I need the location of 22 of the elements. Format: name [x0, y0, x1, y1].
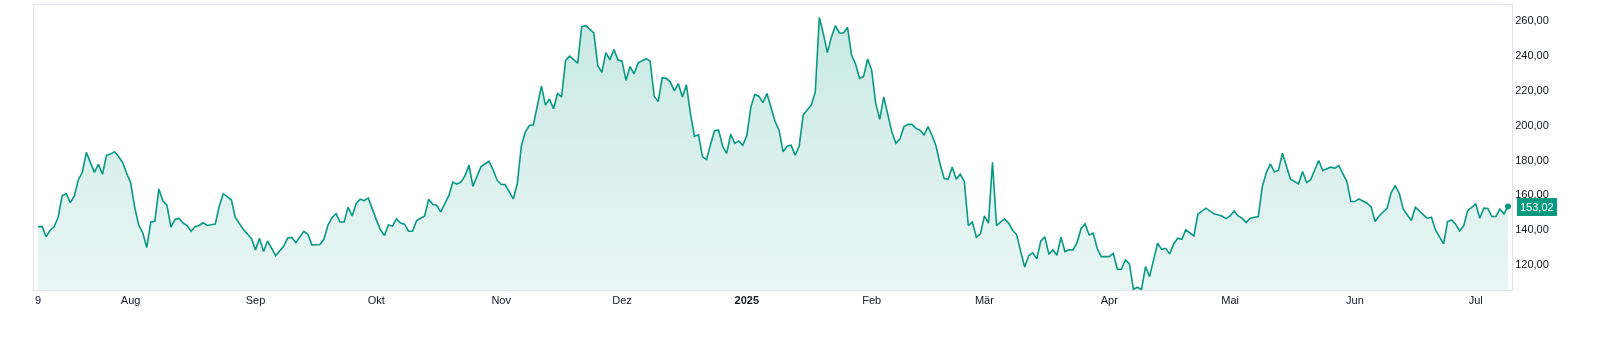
- x-tick-label: Jul: [1468, 294, 1483, 307]
- annotation: 153,02: [1520, 201, 1554, 213]
- y-tick-label: 160,00: [1515, 188, 1549, 201]
- x-tick-label: Aug: [120, 294, 141, 307]
- y-tick-label: 180,00: [1515, 153, 1549, 166]
- x-tick-label: Mär: [974, 294, 995, 307]
- x-tick-label: Okt: [367, 294, 385, 307]
- x-tick-label: 9: [34, 294, 42, 307]
- x-tick-label: Jun: [1346, 294, 1364, 307]
- x-tick-label: Feb: [862, 294, 882, 307]
- x-tick-label: 2025: [734, 294, 760, 307]
- x-tick-label: Mai: [1221, 294, 1239, 307]
- y-tick-label: 140,00: [1515, 223, 1549, 236]
- y-tick-label: 120,00: [1515, 257, 1549, 270]
- x-tick-label: Dez: [612, 294, 632, 307]
- x-tick-label: Sep: [245, 294, 266, 307]
- y-tick-label: 260,00: [1515, 14, 1549, 27]
- y-tick-label: 220,00: [1515, 84, 1549, 96]
- y-tick-label: 240,00: [1515, 49, 1549, 62]
- y-tick-label: 200,00: [1515, 118, 1549, 131]
- x-tick-label: Apr: [1100, 294, 1119, 307]
- x-tick-label: Nov: [491, 294, 512, 307]
